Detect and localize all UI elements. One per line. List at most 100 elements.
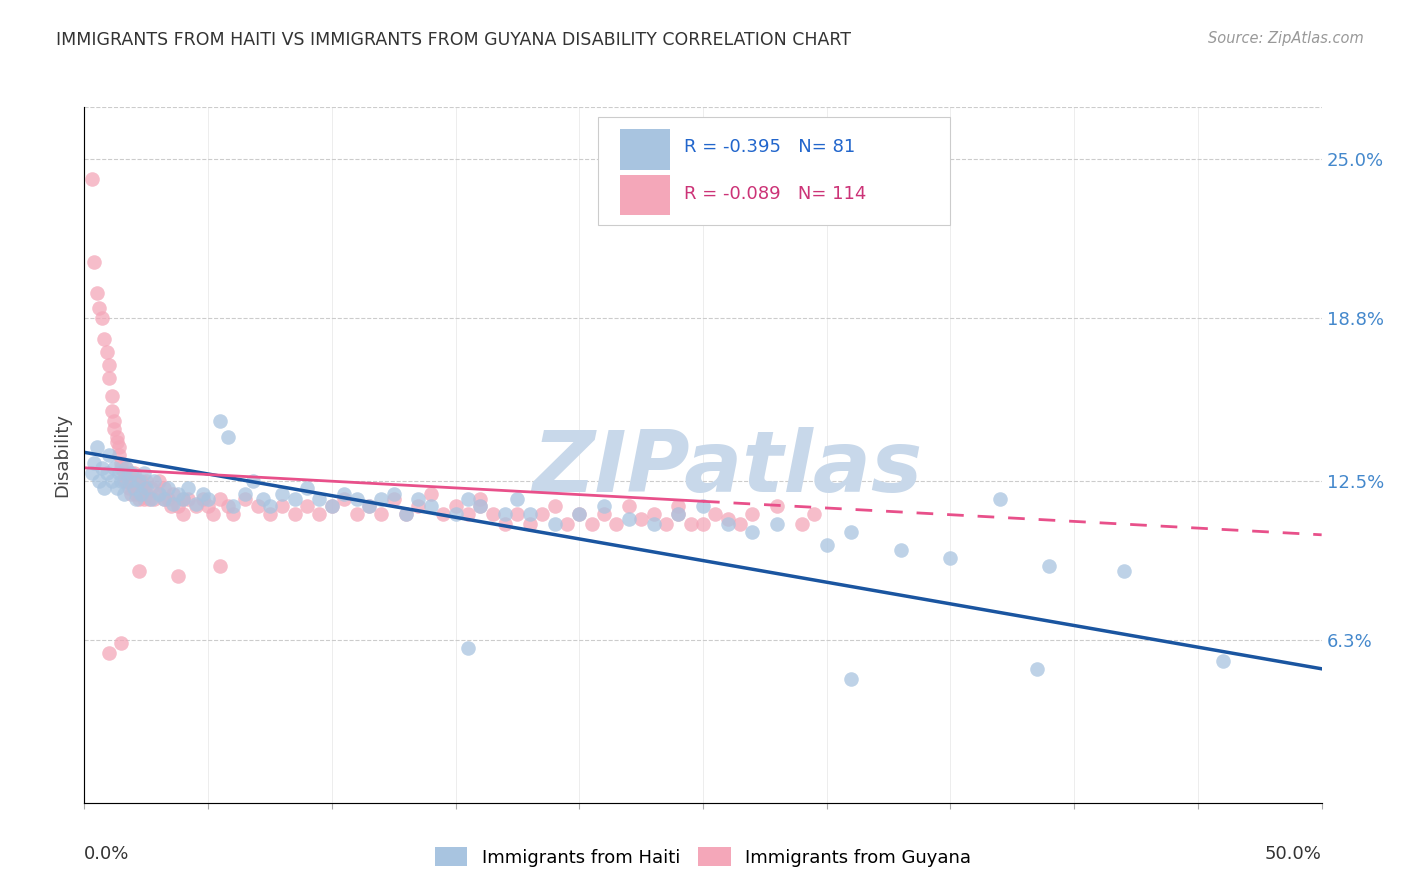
Point: [679, 517, 702, 532]
Point: [122, 466, 145, 480]
Point: [132, 466, 155, 480]
Point: [100, 404, 122, 418]
Point: [519, 507, 541, 521]
Point: [120, 474, 142, 488]
Point: [494, 507, 516, 521]
Point: [593, 500, 616, 514]
Point: [120, 466, 142, 480]
Point: [98, 448, 121, 462]
Point: [815, 538, 838, 552]
Point: [271, 500, 294, 514]
Point: [129, 486, 152, 500]
Point: [630, 512, 652, 526]
Point: [96, 344, 118, 359]
Point: [790, 517, 813, 532]
Point: [692, 517, 714, 532]
Point: [1212, 654, 1234, 668]
Point: [98, 370, 121, 384]
Point: [83, 456, 105, 470]
Point: [470, 491, 492, 506]
Point: [115, 474, 138, 488]
Point: [152, 491, 174, 506]
Bar: [620, 129, 669, 169]
Point: [209, 491, 232, 506]
Point: [98, 358, 121, 372]
Point: [717, 517, 740, 532]
Point: [148, 486, 170, 500]
Point: [308, 491, 330, 506]
Point: [141, 482, 163, 496]
Point: [568, 507, 591, 521]
Point: [321, 500, 343, 514]
Point: [432, 507, 454, 521]
Point: [259, 507, 281, 521]
Point: [115, 460, 138, 475]
Point: [408, 500, 430, 514]
Point: [233, 486, 256, 500]
Point: [98, 646, 121, 660]
Point: [271, 486, 294, 500]
Point: [222, 507, 245, 521]
Point: [115, 460, 138, 475]
Point: [157, 491, 180, 506]
Point: [346, 491, 368, 506]
Point: [110, 636, 132, 650]
Point: [444, 507, 467, 521]
Point: [643, 507, 665, 521]
Point: [83, 254, 105, 268]
Point: [717, 512, 740, 526]
Point: [259, 500, 281, 514]
Text: IMMIGRANTS FROM HAITI VS IMMIGRANTS FROM GUYANA DISABILITY CORRELATION CHART: IMMIGRANTS FROM HAITI VS IMMIGRANTS FROM…: [56, 31, 851, 49]
Point: [728, 517, 751, 532]
Point: [209, 558, 232, 573]
Point: [295, 482, 318, 496]
Point: [128, 564, 150, 578]
Point: [988, 491, 1011, 506]
Point: [118, 466, 141, 480]
Point: [135, 486, 157, 500]
Point: [202, 507, 225, 521]
Point: [555, 517, 578, 532]
Point: [543, 500, 565, 514]
Point: [162, 486, 184, 500]
Point: [519, 517, 541, 532]
Point: [141, 491, 163, 506]
Point: [222, 500, 245, 514]
Point: [252, 491, 274, 506]
Point: [308, 507, 330, 521]
Point: [444, 500, 467, 514]
Point: [112, 474, 135, 488]
Point: [103, 460, 125, 475]
Point: [135, 474, 157, 488]
Point: [382, 491, 405, 506]
Point: [370, 491, 392, 506]
Point: [128, 474, 150, 488]
Point: [841, 672, 863, 686]
Point: [103, 422, 125, 436]
Point: [160, 500, 183, 514]
Point: [295, 500, 318, 514]
Point: [138, 491, 160, 506]
Point: [191, 491, 214, 506]
Point: [122, 482, 145, 496]
Point: [132, 482, 155, 496]
Point: [108, 466, 131, 480]
Text: ZIPatlas: ZIPatlas: [533, 427, 922, 510]
Point: [125, 486, 148, 500]
Point: [233, 491, 256, 506]
Point: [543, 517, 565, 532]
Point: [152, 482, 174, 496]
Point: [506, 491, 529, 506]
Point: [184, 500, 207, 514]
Point: [209, 414, 232, 428]
Point: [90, 311, 112, 326]
Point: [217, 430, 239, 444]
Point: [581, 517, 603, 532]
Point: [1112, 564, 1135, 578]
Point: [110, 474, 132, 488]
Point: [643, 517, 665, 532]
Point: [162, 497, 184, 511]
Point: [470, 500, 492, 514]
Point: [110, 456, 132, 470]
Point: [152, 491, 174, 506]
